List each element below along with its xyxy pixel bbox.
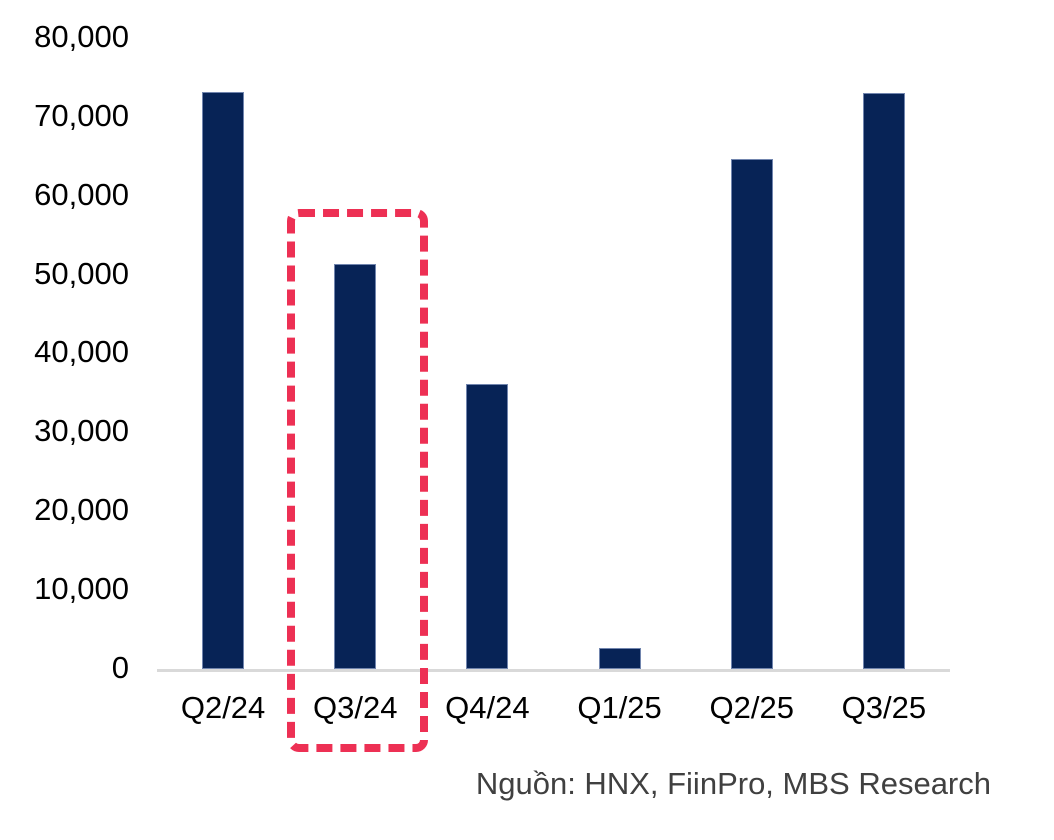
y-tick-label: 80,000 xyxy=(34,18,129,54)
x-tick-label: Q1/25 xyxy=(577,690,662,725)
x-axis-line xyxy=(157,669,950,672)
source-note: Nguồn: HNX, FiinPro, MBS Research xyxy=(475,766,991,801)
y-tick-label: 70,000 xyxy=(34,97,129,133)
bar-q4-24 xyxy=(466,384,509,669)
y-tick-label: 40,000 xyxy=(34,334,129,370)
y-tick-label: 50,000 xyxy=(34,255,129,291)
bar-q2-24 xyxy=(202,92,245,669)
bar-q3-24 xyxy=(334,264,377,669)
bar-q3-25 xyxy=(862,93,905,669)
x-tick-label: Q4/24 xyxy=(445,690,530,725)
y-tick-label: 60,000 xyxy=(34,176,129,212)
x-tick-label: Q2/24 xyxy=(180,690,266,725)
y-tick-label: 20,000 xyxy=(34,492,129,528)
x-tick-label: Q3/25 xyxy=(841,690,927,725)
highlight-dashed-box xyxy=(287,209,428,752)
y-tick-label: 30,000 xyxy=(34,413,129,449)
bar-q2-25 xyxy=(730,159,773,669)
bar-q1-25 xyxy=(598,648,641,669)
y-tick-label: 10,000 xyxy=(34,571,129,607)
x-tick-label: Q3/24 xyxy=(313,690,398,725)
y-tick-label: 0 xyxy=(111,650,129,685)
x-tick-label: Q2/25 xyxy=(709,690,794,725)
